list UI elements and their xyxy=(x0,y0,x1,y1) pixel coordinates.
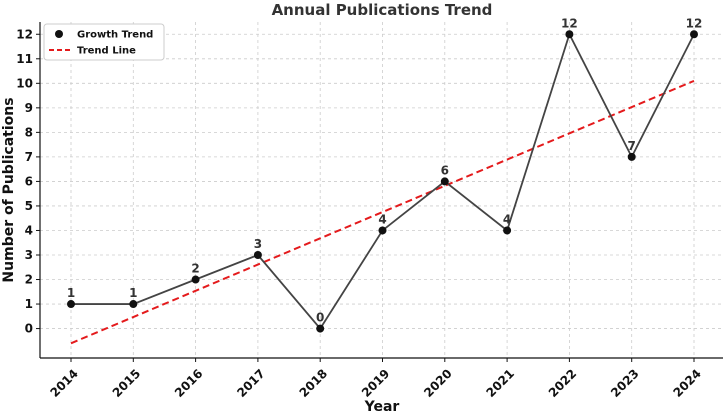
growth-trend-point xyxy=(627,152,636,161)
y-tick-label: 11 xyxy=(16,52,33,66)
data-label: 2 xyxy=(191,262,199,276)
y-tick-label: 12 xyxy=(16,27,33,41)
data-label: 3 xyxy=(254,237,262,251)
y-tick-label: 4 xyxy=(25,223,33,237)
trend-line-series xyxy=(70,79,695,345)
x-tick-label: 2020 xyxy=(421,366,455,400)
x-tick-label: 2021 xyxy=(484,366,518,400)
y-tick-label: 8 xyxy=(25,125,33,139)
data-label: 6 xyxy=(441,163,449,177)
legend-box xyxy=(43,23,165,61)
growth-trend-point xyxy=(503,226,512,235)
data-label: 12 xyxy=(561,16,578,30)
growth-trend-point xyxy=(440,177,449,186)
growth-trend-point xyxy=(129,300,138,309)
growth-trend-point xyxy=(67,300,75,309)
growth-trend-series xyxy=(67,30,698,333)
y-tick-label: 10 xyxy=(16,76,33,90)
axes xyxy=(36,22,723,362)
data-label: 0 xyxy=(316,311,324,325)
data-label: 7 xyxy=(628,139,636,153)
legend-trend-label: Trend Line xyxy=(77,46,136,57)
y-tick-label: 3 xyxy=(25,248,33,262)
x-tick-label: 2019 xyxy=(359,366,393,400)
trend-line xyxy=(70,79,695,345)
growth-trend-point xyxy=(565,30,574,39)
x-tick-label: 2022 xyxy=(546,366,580,400)
x-tick-label: 2017 xyxy=(234,366,268,400)
chart-title: Annual Publications Trend xyxy=(272,1,493,19)
y-tick-label: 0 xyxy=(25,322,33,336)
y-tick-label: 5 xyxy=(25,199,33,213)
x-ticks: 2014 2015 2016 2017 2018 2019 2020 2021 2022 2023… xyxy=(47,366,704,400)
y-tick-label: 9 xyxy=(25,101,33,115)
y-tick-label: 7 xyxy=(25,150,33,164)
data-label: 4 xyxy=(378,212,386,226)
legend: Growth Trend Trend Line xyxy=(43,23,165,61)
y-tick-label: 6 xyxy=(25,174,33,188)
legend-growth-marker xyxy=(55,30,63,38)
x-tick-label: 2023 xyxy=(608,366,642,400)
growth-trend-point xyxy=(378,226,387,235)
x-tick-label: 2015 xyxy=(110,366,144,400)
y-tick-label: 1 xyxy=(25,297,33,311)
x-axis-label: Year xyxy=(364,399,400,413)
legend-growth-label: Growth Trend xyxy=(77,30,153,41)
growth-trend-point xyxy=(316,324,325,333)
growth-trend-point xyxy=(191,275,200,284)
y-axis-label: Number of Publications xyxy=(1,97,17,282)
grid-lines xyxy=(40,22,723,358)
data-label: 12 xyxy=(686,16,703,30)
growth-trend-point xyxy=(253,250,262,259)
data-label: 1 xyxy=(129,286,137,300)
x-tick-label: 2016 xyxy=(172,366,206,400)
x-tick-label: 2018 xyxy=(297,366,331,400)
growth-trend-point xyxy=(690,30,698,39)
x-tick-label: 2014 xyxy=(47,366,81,400)
y-tick-label: 2 xyxy=(25,273,33,287)
data-label: 1 xyxy=(67,286,75,300)
x-tick-label: 2024 xyxy=(670,366,704,400)
data-label: 4 xyxy=(503,212,511,226)
